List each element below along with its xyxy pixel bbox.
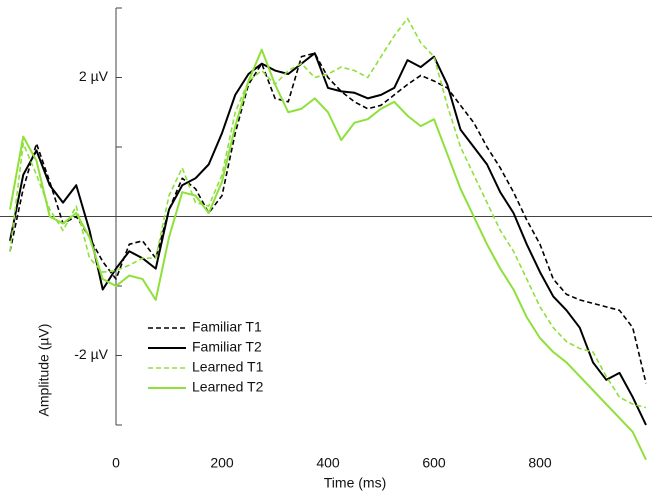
series-line (9, 52, 647, 426)
series-line (9, 52, 647, 384)
x-tick-label: 400 (316, 455, 340, 471)
legend-label: Familiar T2 (192, 339, 262, 355)
series-line (9, 17, 647, 409)
x-tick-label: 200 (210, 455, 234, 471)
y-tick-label: 2 µV (79, 68, 109, 84)
series-line (9, 48, 647, 461)
x-axis-label: Time (ms) (324, 475, 386, 491)
legend-label: Familiar T1 (192, 319, 262, 335)
x-tick-label: 0 (112, 455, 120, 471)
legend-label: Learned T2 (192, 379, 264, 395)
y-tick-label: -2 µV (74, 346, 108, 362)
x-tick-label: 800 (528, 455, 552, 471)
y-axis-label: Amplitude (µV) (36, 324, 52, 417)
legend-label: Learned T1 (192, 359, 264, 375)
x-tick-label: 600 (422, 455, 446, 471)
